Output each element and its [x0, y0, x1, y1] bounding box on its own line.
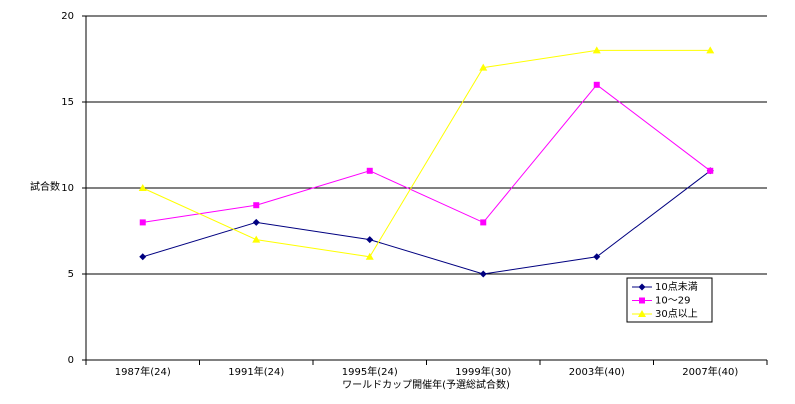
series-2	[139, 81, 714, 226]
x-tick-label: 1987年(24)	[115, 365, 171, 378]
y-tick-labels: 0 5 10 15 20	[61, 11, 74, 366]
legend-label: 10点未満	[655, 281, 698, 293]
data-point	[366, 167, 373, 174]
x-axis-title: ワールドカップ開催年(予選総試合数)	[342, 378, 510, 391]
x-tick-label: 1999年(30)	[455, 365, 511, 378]
x-tick-labels: 1987年(24) 1991年(24) 1995年(24) 1999年(30) 2003…	[115, 365, 739, 378]
legend-item: 10点未満	[632, 281, 698, 293]
data-point	[365, 252, 374, 260]
data-point	[366, 236, 374, 244]
series-3	[138, 46, 715, 260]
data-point	[638, 283, 646, 291]
y-tick-label: 15	[61, 97, 74, 108]
data-point	[138, 184, 147, 191]
x-tick-label: 2007年(40)	[682, 365, 738, 378]
data-point	[638, 310, 646, 317]
data-point	[593, 253, 601, 261]
series-1	[139, 167, 714, 278]
data-point	[139, 253, 147, 261]
legend-item: 10～29	[632, 296, 690, 307]
data-point	[706, 46, 715, 54]
data-point	[639, 297, 645, 304]
data-point	[593, 81, 600, 88]
gridlines	[86, 15, 767, 275]
x-tick-label: 1995年(24)	[342, 365, 398, 378]
y-tick-label: 5	[68, 269, 74, 280]
series-line	[142, 170, 711, 275]
series-group	[138, 46, 715, 278]
data-point	[479, 270, 487, 278]
y-axis-title: 試合数	[30, 180, 60, 193]
x-tick-label: 1991年(24)	[228, 365, 284, 378]
data-point	[479, 63, 488, 71]
legend-label: 30点以上	[655, 308, 698, 320]
series-line	[142, 84, 711, 224]
data-point	[139, 219, 146, 226]
y-tick-label: 10	[61, 183, 74, 194]
y-tick-label: 0	[68, 355, 74, 366]
data-point	[252, 218, 260, 226]
data-point	[480, 219, 487, 226]
series-line	[142, 49, 711, 258]
legend-item: 30点以上	[632, 308, 698, 320]
data-point	[253, 202, 260, 209]
x-tick-label: 2003年(40)	[569, 365, 625, 378]
axes	[82, 15, 768, 365]
data-point	[707, 167, 714, 174]
y-tick-label: 20	[61, 11, 74, 22]
data-point	[252, 235, 261, 243]
data-point	[592, 46, 601, 54]
legend-label: 10～29	[655, 296, 690, 307]
